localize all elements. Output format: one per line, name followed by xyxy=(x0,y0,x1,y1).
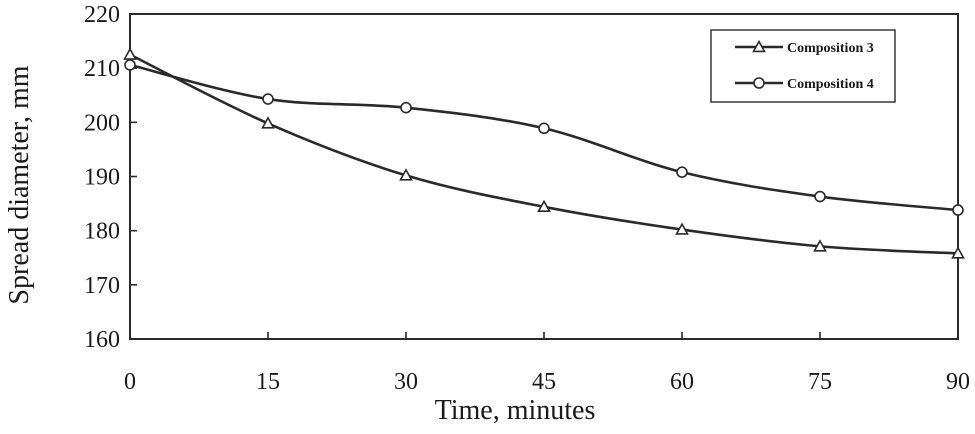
y-tick-label: 160 xyxy=(84,327,120,353)
series-1-point xyxy=(123,47,137,60)
series-1 xyxy=(123,47,965,259)
series-layer xyxy=(123,47,965,259)
series-2 xyxy=(124,59,964,216)
legend-marker-2 xyxy=(753,77,765,89)
y-tick-label: 210 xyxy=(84,56,120,82)
series-2-point xyxy=(262,93,274,105)
series-2-point xyxy=(124,59,136,71)
series-2-point xyxy=(676,166,688,178)
series-1-point xyxy=(813,239,827,252)
legend-label-1: Composition 3 xyxy=(787,41,874,56)
series-1-point xyxy=(537,199,551,213)
x-tick-label: 30 xyxy=(394,369,418,395)
legend: Composition 3 Composition 4 xyxy=(710,29,896,103)
y-tick-label: 190 xyxy=(84,165,120,191)
legend-label-2: Composition 4 xyxy=(787,77,874,92)
series-1-point xyxy=(951,246,965,259)
y-tick-label: 200 xyxy=(84,110,120,136)
y-tick-label: 180 xyxy=(84,219,120,245)
x-tick-label: 15 xyxy=(256,369,280,395)
y-tick-label: 220 xyxy=(84,2,120,28)
series-2-point xyxy=(538,122,550,135)
x-tick-label: 90 xyxy=(946,369,970,395)
y-axis-title: Spread diameter, mm xyxy=(4,65,35,304)
legend-box xyxy=(710,29,896,103)
legend-marker-1 xyxy=(752,39,766,53)
x-tick-label: 75 xyxy=(808,369,832,395)
y-tick-label: 170 xyxy=(84,273,120,299)
x-tick-label: 0 xyxy=(124,369,136,395)
series-2-point xyxy=(814,190,826,203)
x-tick-label: 60 xyxy=(670,369,694,395)
series-2-point xyxy=(952,204,964,216)
x-tick-label: 45 xyxy=(532,369,556,395)
series-1-point xyxy=(399,168,413,181)
y-axis: 160 170 180 190 200 210 220 xyxy=(84,2,137,353)
series-2-point xyxy=(400,101,412,114)
x-axis-title: Time, minutes xyxy=(435,395,596,426)
series-1-point xyxy=(261,116,275,129)
x-axis: 0 15 30 45 60 75 90 xyxy=(124,332,970,395)
series-1-point xyxy=(675,222,689,235)
